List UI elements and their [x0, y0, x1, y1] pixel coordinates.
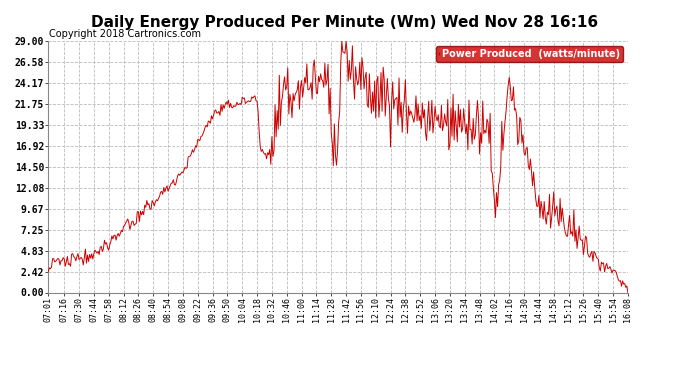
Text: Copyright 2018 Cartronics.com: Copyright 2018 Cartronics.com: [50, 29, 201, 39]
Text: Daily Energy Produced Per Minute (Wm) Wed Nov 28 16:16: Daily Energy Produced Per Minute (Wm) We…: [92, 15, 598, 30]
Legend: Power Produced  (watts/minute): Power Produced (watts/minute): [436, 46, 623, 62]
